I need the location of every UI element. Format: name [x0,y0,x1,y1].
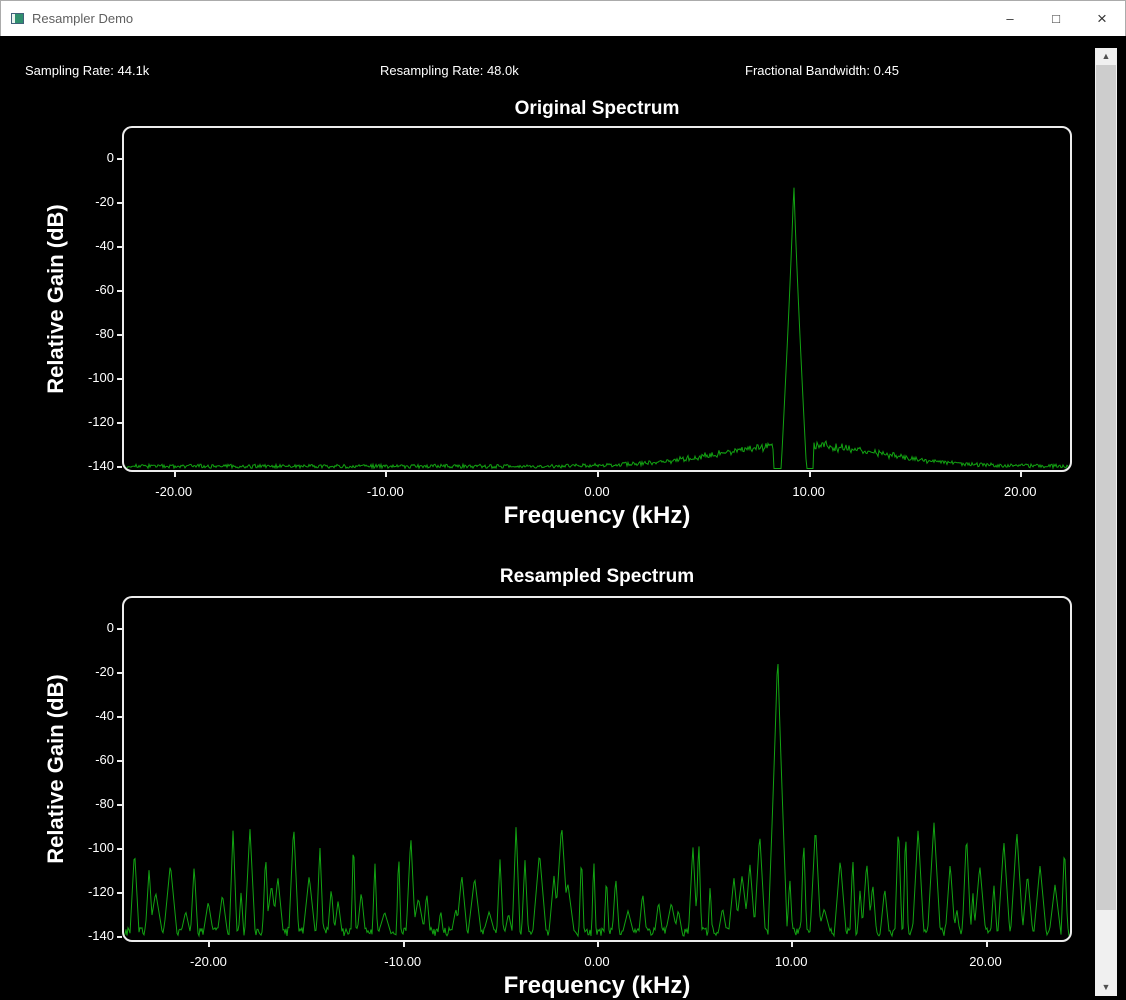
y-axis-label: Relative Gain (dB) [43,204,68,394]
y-axis-label: Relative Gain (dB) [43,674,68,864]
sampling-rate-label: Sampling Rate: 44.1k [25,63,150,78]
resampled-spectrum-plot: Resampled Spectrum Relative Gain (dB) -2… [0,560,1126,999]
scrollbar-thumb[interactable] [1096,65,1116,910]
y-tick-label: -120 [87,413,114,429]
y-tick-mark [117,245,122,248]
y-tick-label: 0 [106,149,114,165]
y-tick-label: -20 [95,663,114,679]
y-tick-mark [117,421,122,424]
y-tick-mark [117,847,122,850]
y-tick-label: -60 [95,281,114,297]
window-titlebar: Resampler Demo – □ × [0,0,1126,36]
fractional-bandwidth-label: Fractional Bandwidth: 0.45 [745,63,899,78]
y-tick-mark [117,627,122,630]
x-tick-label: -10.00 [366,484,404,499]
scrollbar-down-arrow-icon[interactable]: ▼ [1095,979,1117,996]
close-button[interactable]: × [1079,1,1125,36]
x-tick-label: -20.00 [190,954,227,969]
x-tick-label: -10.00 [384,954,422,969]
minimize-button[interactable]: – [987,1,1033,36]
maximize-button[interactable]: □ [1033,1,1079,36]
x-axis-label: Frequency (kHz) [503,502,691,529]
y-tick-mark [117,715,122,718]
x-tick-mark [808,472,811,477]
y-tick-mark [117,803,122,806]
window-title: Resampler Demo [32,11,134,26]
x-tick-mark [597,472,599,477]
x-tick-mark [173,472,176,477]
resampling-rate-label: Resampling Rate: 48.0k [380,63,519,78]
y-tick-label: -20 [95,193,114,209]
x-tick-label: 0.00 [584,954,610,969]
y-tick-mark [117,377,122,380]
x-tick-mark [597,942,599,947]
y-tick-label: -80 [95,795,114,811]
y-tick-mark [117,201,122,204]
x-tick-label: 20.00 [969,954,1002,969]
y-tick-mark [117,671,122,674]
spectrum-trace [124,663,1070,938]
x-tick-label: -20.00 [155,484,193,499]
y-tick-mark [117,289,122,292]
spectrum-trace [124,187,1070,470]
vertical-scrollbar[interactable]: ▲ ▼ [1095,48,1117,996]
y-tick-label: -140 [87,458,114,474]
x-axis-label: Frequency (kHz) [503,972,691,999]
original-spectrum-plot: Original Spectrum Relative Gain (dB) -20… [0,96,1126,560]
y-tick-mark [117,333,122,336]
plot-title: Resampled Spectrum [499,566,695,587]
x-tick-mark [791,942,794,947]
y-tick-mark [117,157,122,160]
y-tick-mark [117,936,122,939]
y-tick-label: -140 [87,928,114,944]
x-tick-mark [402,942,405,947]
x-tick-mark [985,942,988,947]
x-tick-label: 10.00 [774,954,808,969]
x-tick-mark [385,472,388,477]
plot-frame [122,596,1072,942]
plot-title: Original Spectrum [514,98,680,119]
plot-frame [122,126,1072,472]
y-tick-label: -100 [87,839,114,855]
y-tick-label: -120 [87,883,114,899]
window-controls: – □ × [987,1,1125,36]
scrollbar-up-arrow-icon[interactable]: ▲ [1095,48,1117,65]
app-icon [11,13,24,24]
y-tick-label: -100 [87,369,114,385]
x-tick-mark [1020,472,1023,477]
y-tick-label: 0 [106,619,114,635]
y-tick-mark [117,466,122,469]
y-tick-label: -60 [95,751,114,767]
x-tick-mark [208,942,211,947]
x-tick-label: 0.00 [584,484,610,499]
y-tick-label: -40 [95,707,114,723]
x-tick-label: 20.00 [1003,484,1037,499]
x-tick-label: 10.00 [792,484,825,499]
y-tick-label: -80 [95,325,114,341]
y-tick-label: -40 [95,237,114,253]
y-tick-mark [117,891,122,894]
y-tick-mark [117,759,122,762]
